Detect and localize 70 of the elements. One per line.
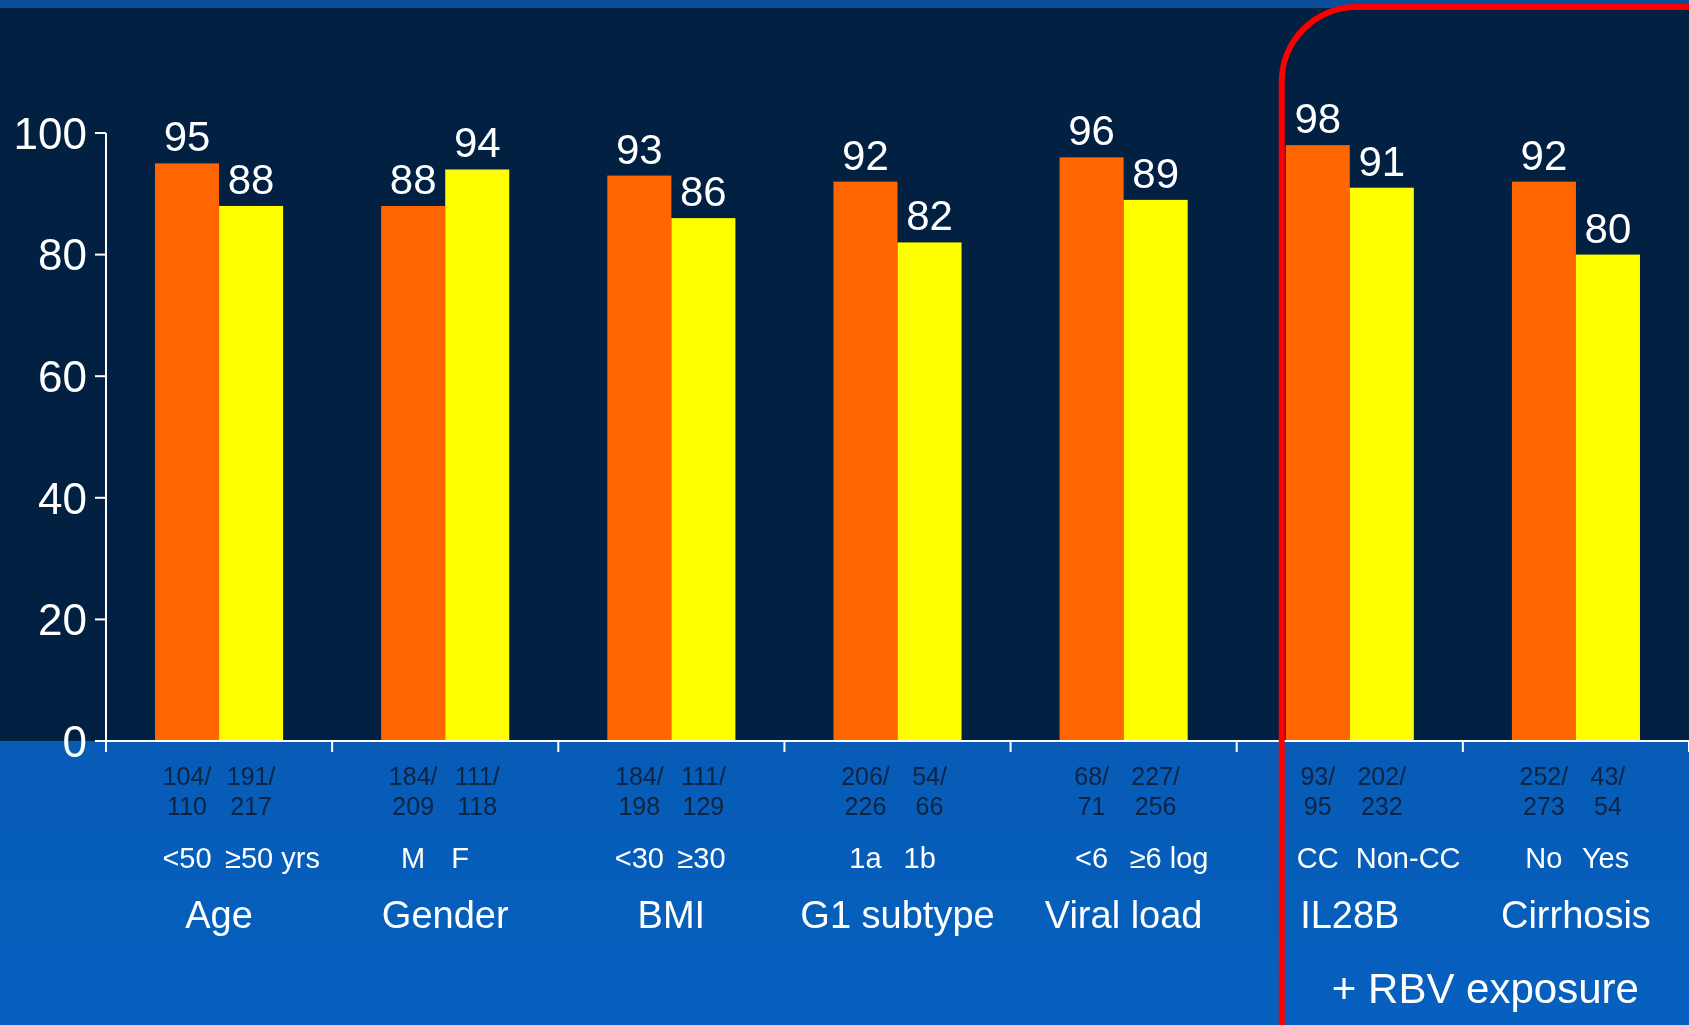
text: ≥30: [677, 842, 726, 874]
text: 68/71: [1074, 762, 1110, 820]
bar: [219, 205, 284, 741]
text: + RBV exposure: [1331, 965, 1639, 1012]
bar: [671, 218, 736, 741]
text: <50: [162, 842, 212, 874]
text: <30: [614, 842, 664, 874]
text: 54/66: [912, 762, 947, 820]
text: 184/198: [615, 762, 664, 820]
text: 252/273: [1519, 762, 1569, 820]
text: Yes: [1581, 842, 1630, 874]
y-tick-label: 60: [38, 352, 87, 402]
bar: [1349, 187, 1414, 741]
data-label: 88: [389, 155, 437, 203]
x-tick-label: Viral load: [1044, 894, 1203, 936]
data-label: 89: [1132, 149, 1180, 197]
text: 1a: [849, 842, 883, 874]
text: No: [1525, 842, 1563, 874]
bar: [1123, 199, 1188, 741]
data-label: 98: [1294, 95, 1342, 143]
x-tick-label: Cirrhosis: [1500, 894, 1651, 936]
text: CC: [1296, 842, 1339, 874]
data-label: 92: [842, 131, 889, 179]
y-tick-label: 20: [38, 595, 87, 645]
x-tick-label: G1 subtype: [800, 894, 995, 936]
bar: [897, 242, 962, 741]
y-tick-label: 0: [62, 716, 87, 766]
y-tick-label: 40: [38, 473, 87, 523]
text: 43/54: [1590, 762, 1626, 820]
text: M: [401, 842, 426, 874]
bar: [1511, 181, 1576, 741]
bar: [445, 169, 510, 741]
text: Non-CC: [1355, 842, 1461, 874]
text: 227/256: [1131, 762, 1181, 820]
text: ≥6 log: [1129, 842, 1209, 874]
bar: [381, 205, 446, 741]
data-label: 93: [615, 125, 663, 173]
data-label: 80: [1584, 204, 1632, 252]
bar: [1575, 254, 1640, 741]
text: 104/110: [162, 762, 212, 820]
text: F: [451, 842, 469, 874]
text: <6: [1075, 842, 1109, 874]
bar: [833, 181, 898, 741]
x-tick-label: IL28B: [1300, 894, 1400, 936]
text: 202/232: [1357, 762, 1407, 820]
x-tick-label: BMI: [637, 894, 706, 936]
data-label: 88: [227, 155, 275, 203]
bar: [155, 163, 220, 741]
y-tick-label: 80: [38, 230, 87, 280]
data-label: 92: [1520, 131, 1568, 179]
x-tick-label: Age: [185, 894, 253, 936]
data-label: 94: [453, 119, 501, 167]
bar: [1059, 157, 1124, 741]
data-label: 95: [163, 113, 211, 161]
data-label: 91: [1358, 137, 1406, 185]
bar: [1285, 145, 1350, 741]
text: 191/217: [226, 762, 276, 820]
text: 111/118: [454, 762, 500, 820]
y-tick-label: 100: [13, 108, 87, 158]
text: 184/209: [388, 762, 438, 820]
text: 206/226: [841, 762, 890, 820]
bar: [607, 175, 672, 741]
data-label: 96: [1068, 107, 1115, 155]
text: 1b: [903, 842, 936, 874]
data-label: 82: [906, 192, 953, 240]
text: 93/95: [1300, 762, 1336, 820]
data-label: 86: [680, 168, 727, 216]
x-tick-label: Gender: [381, 894, 509, 936]
text: ≥50 yrs: [225, 842, 320, 874]
text: 111/129: [680, 762, 726, 820]
